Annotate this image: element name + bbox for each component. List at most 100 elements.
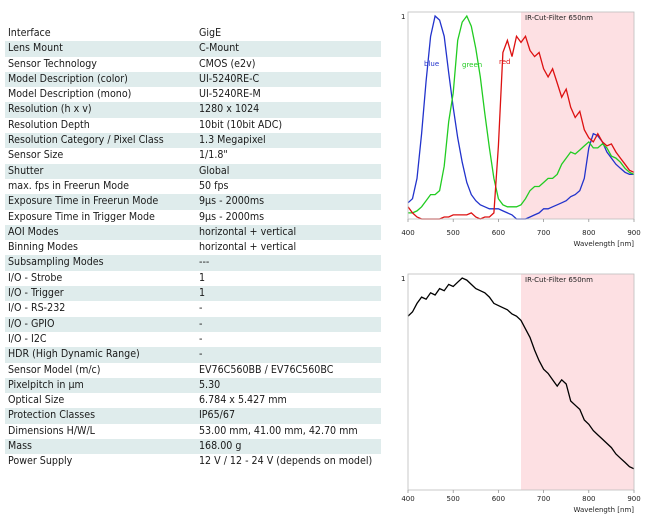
spec-label: Binning Modes <box>8 241 78 254</box>
spec-value: --- <box>196 255 381 271</box>
y-tick-label: 1 <box>401 275 405 283</box>
spec-row: Optical Size 6.784 x 5.427 mm <box>5 393 381 408</box>
spec-label: Resolution (h x v) <box>5 102 196 118</box>
x-tick-label: 600 <box>492 229 505 237</box>
spec-label: Dimensions H/W/L <box>8 424 95 437</box>
ir-cut-label: IR-Cut-Filter 650nm <box>525 14 593 22</box>
spec-label: Exposure Time in Freerun Mode <box>5 194 196 210</box>
spec-table: Interface GigE Lens Mount C-Mount Sensor Tec… <box>5 26 381 470</box>
spec-row: Resolution (h x v) 1280 x 1024 <box>5 102 381 118</box>
spec-label: AOI Modes <box>5 224 196 241</box>
spec-value: Global <box>196 163 381 179</box>
spec-row: Mass 168.00 g <box>5 439 381 455</box>
spec-label: I/O - Strobe <box>8 271 63 284</box>
spec-value: 50 fps <box>199 179 229 192</box>
spec-value: - <box>196 316 381 332</box>
spec-label: Mass <box>5 439 196 455</box>
spec-value: 10bit (10bit ADC) <box>199 118 283 131</box>
spec-label: Interface <box>8 27 51 39</box>
spec-row: Lens Mount C-Mount <box>5 41 381 57</box>
spec-row: Protection Classes IP65/67 <box>5 408 381 424</box>
x-tick-label: 700 <box>537 495 550 503</box>
series-label-red: red <box>499 58 510 66</box>
spec-value: EV76C560BB / EV76C560BC <box>199 363 334 376</box>
spec-value: 1/1.8" <box>199 149 228 162</box>
spec-label: Sensor Model (m/c) <box>8 363 101 376</box>
x-tick-label: 900 <box>627 495 640 503</box>
spectral-sensitivity-mono-chart: IR-Cut-Filter 650nm 1 400 500 600 700 800 900 Wa… <box>390 266 648 516</box>
spec-row: Sensor Size 1/1.8" <box>5 148 381 163</box>
spec-row: Resolution Depth 10bit (10bit ADC) <box>5 118 381 133</box>
spec-label: I/O - GPIO <box>5 316 196 332</box>
mono-chart-svg: IR-Cut-Filter 650nm 1 400 500 600 700 800 900 Wa… <box>401 273 641 514</box>
x-tick-label: 500 <box>447 495 460 503</box>
ir-cut-band <box>521 274 634 490</box>
spec-value: 1280 x 1024 <box>196 102 381 118</box>
spec-label: Sensor Size <box>8 149 64 162</box>
series-line-red <box>407 34 635 220</box>
spec-row: Sensor Model (m/c) EV76C560BB / EV76C560B… <box>5 363 381 378</box>
spec-row: Pixelpitch in µm 5.30 <box>5 377 381 394</box>
spec-row: I/O - GPIO - <box>5 316 381 332</box>
x-axis-label: Wavelength [nm] <box>574 506 635 514</box>
spec-label: Sensor Technology <box>8 57 97 70</box>
spec-label: Optical Size <box>8 394 65 407</box>
x-tick-label: 500 <box>447 229 460 237</box>
spec-value: 12 V / 12 - 24 V (depends on model) <box>199 455 373 468</box>
spec-row: Exposure Time in Freerun Mode 9µs - 2000m… <box>5 194 381 210</box>
spec-row: Dimensions H/W/L 53.00 mm, 41.00 mm, 42.7… <box>5 424 381 439</box>
spec-value: 5.30 <box>196 377 381 394</box>
series-label-blue: blue <box>424 60 439 68</box>
spec-row: Shutter Global <box>5 163 381 179</box>
spec-label: Pixelpitch in µm <box>5 377 196 394</box>
spec-value: - <box>196 347 381 363</box>
spec-label: Model Description (color) <box>5 71 196 88</box>
spec-row: Model Description (mono) UI-5240RE-M <box>5 87 381 102</box>
spec-row: Binning Modes horizontal + vertical <box>5 240 381 255</box>
spec-row: Exposure Time in Trigger Mode 9µs - 2000m… <box>5 210 381 225</box>
spec-row: I/O - I2C - <box>5 332 381 347</box>
spec-value: - <box>199 332 203 345</box>
spec-value: horizontal + vertical <box>199 241 297 254</box>
spec-row: I/O - Strobe 1 <box>5 271 381 286</box>
spec-value: UI-5240RE-C <box>196 71 381 88</box>
spec-label: Model Description (mono) <box>8 88 132 101</box>
x-axis-label: Wavelength [nm] <box>574 240 635 248</box>
spec-row: HDR (High Dynamic Range) - <box>5 347 381 363</box>
spec-value: 1.3 Megapixel <box>196 133 381 149</box>
x-tick-label: 800 <box>582 229 595 237</box>
spec-label: HDR (High Dynamic Range) <box>5 347 196 363</box>
plot-frame <box>407 273 635 491</box>
spec-value: 6.784 x 5.427 mm <box>199 394 287 407</box>
series-label-green: green <box>462 61 482 69</box>
spec-row: Power Supply 12 V / 12 - 24 V (depends on… <box>5 454 381 469</box>
spec-label: max. fps in Freerun Mode <box>8 179 130 192</box>
spec-label: Resolution Category / Pixel Class <box>5 133 196 149</box>
spec-row: I/O - Trigger 1 <box>5 286 381 302</box>
spec-label: I/O - RS-232 <box>8 302 66 315</box>
spec-label: Power Supply <box>8 455 73 468</box>
spec-label: Protection Classes <box>5 408 196 424</box>
plot-frame <box>407 11 635 220</box>
spec-label: Exposure Time in Trigger Mode <box>8 210 155 223</box>
spec-row: max. fps in Freerun Mode 50 fps <box>5 179 381 194</box>
spec-label: Lens Mount <box>5 41 196 57</box>
y-tick-label: 1 <box>401 13 405 21</box>
spec-value: 1 <box>199 271 206 284</box>
spec-row: AOI Modes horizontal + vertical <box>5 224 381 241</box>
spec-row: Sensor Technology CMOS (e2v) <box>5 57 381 72</box>
spec-row: Interface GigE <box>5 26 381 41</box>
spec-value: C-Mount <box>196 41 381 57</box>
spec-label: Shutter <box>5 163 196 179</box>
x-tick-label: 800 <box>582 495 595 503</box>
spec-value: GigE <box>199 27 222 39</box>
spec-value: 53.00 mm, 41.00 mm, 42.70 mm <box>199 424 358 437</box>
spec-value: 9µs - 2000ms <box>196 194 381 210</box>
spec-row: Resolution Category / Pixel Class 1.3 Meg… <box>5 133 381 149</box>
spec-row: Subsampling Modes --- <box>5 255 381 271</box>
spec-value: IP65/67 <box>196 408 381 424</box>
x-tick-label: 700 <box>537 229 550 237</box>
color-chart-svg: IR-Cut-Filter 650nm 1 400 500 600 700 800 900 Wa… <box>401 11 641 248</box>
spec-value: UI-5240RE-M <box>199 88 261 101</box>
spec-label: Subsampling Modes <box>5 255 196 271</box>
